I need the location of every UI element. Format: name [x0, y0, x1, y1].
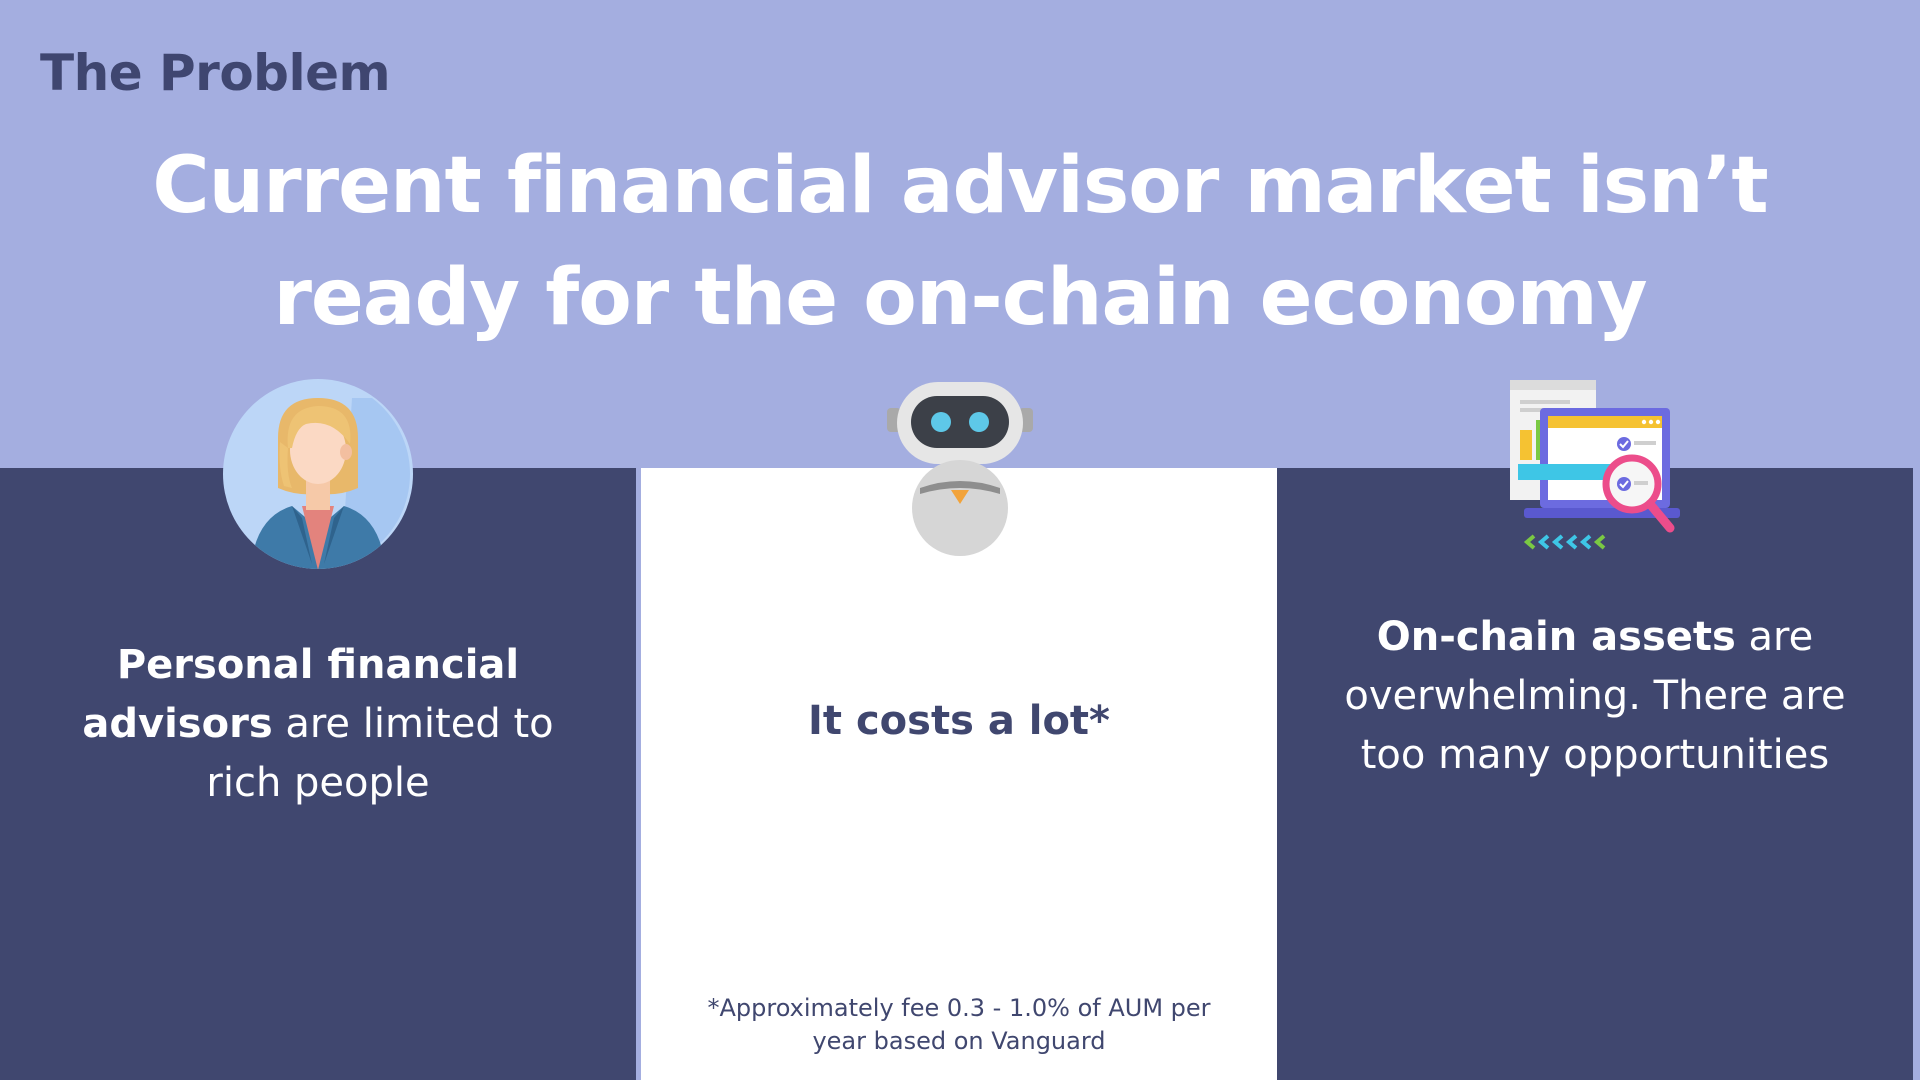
panel-left-rest: are limited to rich people	[206, 701, 554, 806]
section-label: The Problem	[40, 44, 391, 102]
panel-right-text: On-chain assets are overwhelming. There …	[1277, 608, 1913, 785]
panel-personal-advisors: Personal financial advisors are limited …	[0, 468, 636, 1080]
panel-middle-text: It costs a lot*	[808, 698, 1110, 744]
panel-left-bold: Personal financial advisors	[82, 642, 520, 747]
panel-right-bold: On-chain assets	[1376, 614, 1736, 660]
page-title: Current financial advisor market isn’t r…	[152, 141, 1768, 343]
panel-left-text: Personal financial advisors are limited …	[0, 636, 636, 813]
footnote: *Approximately fee 0.3 - 1.0% of AUM per…	[707, 994, 1211, 1055]
panel-onchain-assets: On-chain assets are overwhelming. There …	[1277, 468, 1913, 1080]
robot-icon	[887, 382, 1033, 556]
panel-costs: It costs a lot* *Approximately fee 0.3 -…	[641, 468, 1277, 1080]
advisor-avatar-icon	[223, 379, 413, 569]
panel-right-rest: are overwhelming. There are too many opp…	[1344, 614, 1846, 778]
analytics-dashboard-icon	[1510, 380, 1680, 550]
